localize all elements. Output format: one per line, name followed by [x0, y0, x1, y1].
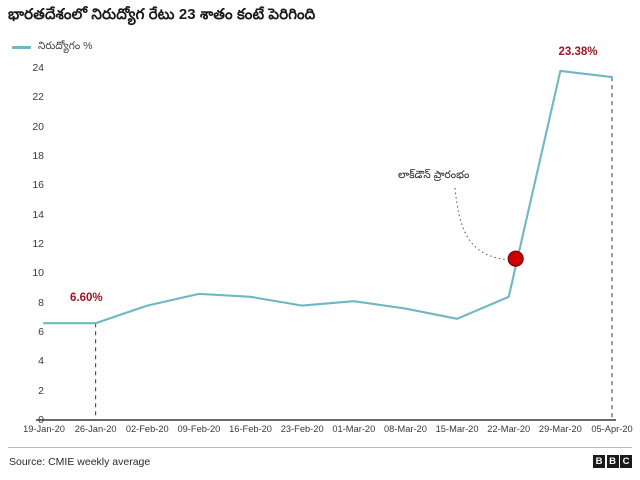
- x-axis-tick-label: 29-Mar-20: [538, 424, 582, 434]
- x-axis-tick-label: 19-Jan-20: [23, 424, 65, 434]
- y-axis: 024681012141618202224: [8, 0, 44, 480]
- source-text: Source: CMIE weekly average: [9, 456, 151, 468]
- x-axis-tick-label: 09-Feb-20: [177, 424, 221, 434]
- y-axis-tick-label: 22: [32, 91, 44, 104]
- legend-item-label: నిరుద్యోగం %: [38, 40, 93, 52]
- y-axis-tick-label: 10: [32, 267, 44, 280]
- data-line: [42, 69, 614, 325]
- x-axis-tick-label: 15-Mar-20: [435, 424, 479, 434]
- y-axis-tick-label: 4: [38, 355, 44, 368]
- annotation-leader-line: [454, 187, 507, 261]
- x-axis-tick-label: 05-Apr-20: [591, 424, 633, 434]
- y-axis-tick-label: 6: [38, 326, 44, 338]
- bbc-logo-letter: C: [620, 455, 632, 468]
- x-axis-tick-label: 22-Mar-20: [487, 424, 531, 434]
- x-axis-tick-label: 23-Feb-20: [280, 424, 324, 434]
- y-axis-tick-label: 12: [32, 238, 44, 250]
- start-value-label: 6.60%: [70, 292, 103, 304]
- bbc-logo-letter: B: [593, 455, 605, 468]
- x-axis-tick-label: 26-Jan-20: [74, 424, 117, 434]
- end-value-label: 23.38%: [558, 46, 598, 58]
- y-axis-tick-label: 16: [32, 179, 44, 192]
- y-axis-tick-label: 14: [32, 208, 44, 221]
- chart-legend: నిరుద్యోగం %: [12, 40, 92, 55]
- x-axis-tick-label: 02-Feb-20: [125, 424, 169, 434]
- x-axis-tick-label: 01-Mar-20: [332, 424, 376, 434]
- legend-color-swatch: [12, 46, 31, 49]
- y-axis-tick-label: 24: [32, 62, 44, 74]
- y-axis-tick-label: 2: [38, 384, 44, 397]
- footer-divider: [8, 447, 632, 448]
- lockdown-marker-dot: [507, 250, 524, 267]
- y-axis-tick-label: 8: [38, 296, 44, 309]
- bbc-logo: B B C: [593, 455, 632, 468]
- x-axis-tick-label: 08-Mar-20: [384, 424, 427, 434]
- x-axis-tick-label: 16-Feb-20: [229, 424, 272, 434]
- page-title: భారతదేశంలో నిరుద్యోగ రేటు 23 శాతం కంటే ప…: [8, 6, 316, 23]
- y-axis-tick-label: 18: [32, 150, 44, 162]
- y-axis-tick-label: 20: [32, 120, 44, 133]
- bbc-logo-letter: B: [606, 455, 619, 468]
- lockdown-annotation-label: లాక్‌డౌన్ ప్రారంభం: [398, 169, 470, 181]
